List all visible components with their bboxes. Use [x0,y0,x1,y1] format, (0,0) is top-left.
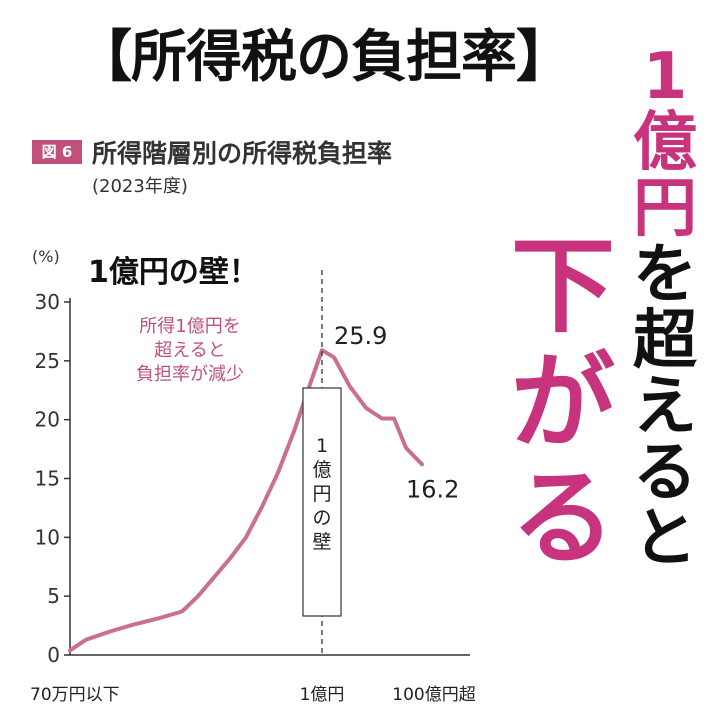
headline-title: 【所得税の負担率】 [76,25,572,90]
y-tick-label: 25 [35,349,60,373]
chart-axes: 0 5 10 15 20 25 30 (%) 70万円以下 1億円 100億円超 [30,247,476,705]
y-tick-label: 15 [35,467,60,491]
annotation-note-line: 所得1億円を [139,316,240,337]
caption-char: る [510,457,615,579]
x-tick-label: 100億円超 [392,685,475,705]
reference-box-char: 壁 [312,531,331,553]
x-tick-label: 70万円以下 [30,685,120,705]
caption-char: 下 [510,225,615,347]
chart-series [68,348,424,653]
figure-title: 所得階層別の所得税負担率 [92,139,393,168]
annotation-note-line: 超えると [154,340,225,361]
caption-char: と [633,502,697,576]
y-axis-label: (%) [32,247,60,266]
caption-char: 円 [633,172,697,246]
y-tick-label: 5 [47,584,60,608]
reference-box-char: の [312,507,331,529]
figure-badge: 図 6 [32,140,82,164]
y-tick-label: 10 [35,525,60,549]
reference-box-char: 億 [312,459,331,481]
caption-char: 億 [633,106,697,180]
y-tick-label: 30 [35,290,60,314]
caption-char: え [633,370,697,444]
figure-subtitle: (2023年度) [92,176,188,197]
reference-box [302,387,342,617]
end-value-label: 16.2 [406,475,459,503]
caption-char: 1 [642,40,688,114]
reference-box-char: 1 [316,435,328,457]
caption-char: 超 [633,304,697,378]
side-caption-line2: 下がる [508,228,618,576]
series-line [68,348,424,653]
annotation-title: 1億円の壁！ [88,255,259,290]
caption-char: が [510,341,615,463]
x-tick-label: 1億円 [300,685,345,705]
y-tick-label: 0 [47,643,60,667]
reference-box-char: 円 [312,483,331,505]
annotation-note-line: 負担率が減少 [136,364,244,385]
caption-char: を [633,238,697,312]
y-tick-label: 20 [35,408,60,432]
caption-char: る [633,436,697,510]
peak-value-label: 25.9 [334,322,387,350]
